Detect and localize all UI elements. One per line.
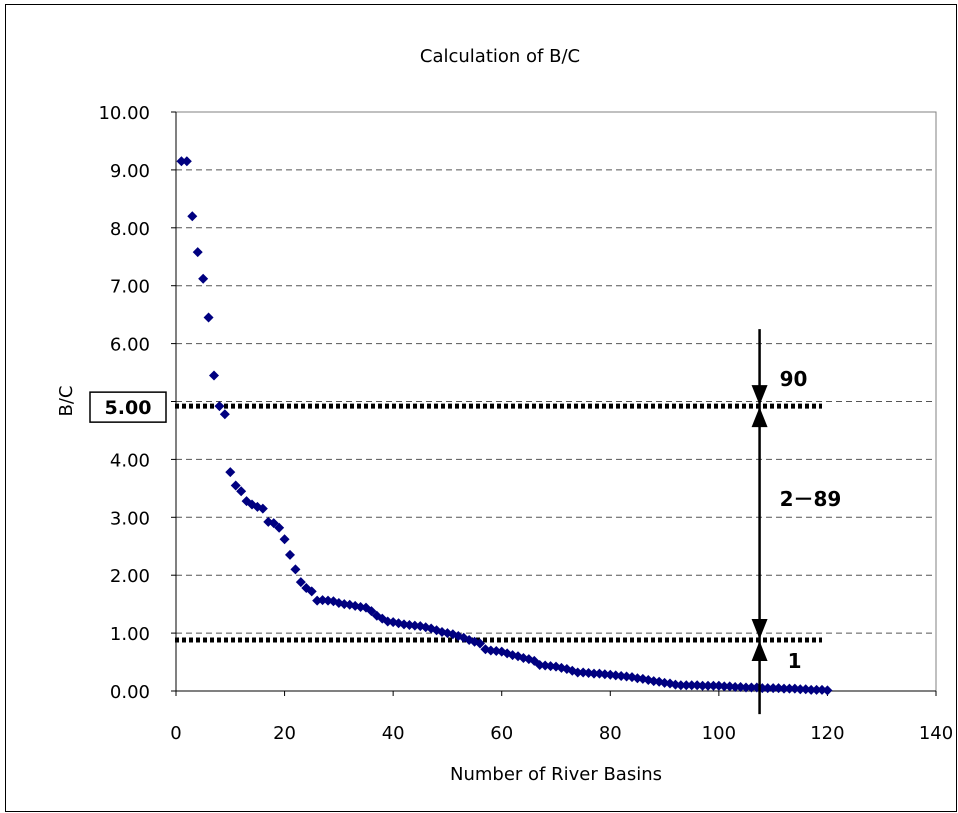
data-point: [572, 667, 583, 678]
y-tick-label: 1.00: [110, 624, 150, 645]
annotations: 90 2－89 1: [751, 329, 842, 715]
data-point: [192, 247, 203, 258]
arrowhead-up-to-1: [751, 641, 768, 662]
data-point: [198, 273, 209, 284]
data-point: [730, 681, 741, 692]
data-point: [306, 586, 317, 597]
x-tick-label: 100: [702, 723, 736, 744]
data-point: [741, 682, 751, 693]
arrowhead-up-to-5: [751, 407, 768, 428]
y-tick-label: 0.00: [110, 682, 150, 703]
data-point: [806, 684, 817, 695]
y-tick-label: 7.00: [110, 277, 150, 298]
data-point: [779, 683, 789, 694]
data-point: [475, 638, 485, 649]
y-axis-title: B/C: [56, 386, 77, 417]
data-point: [686, 680, 697, 691]
arrowhead-down-to-1: [751, 619, 768, 640]
data-point: [181, 156, 192, 167]
data-point: [285, 549, 295, 560]
x-axis-title: Number of River Basins: [450, 764, 662, 785]
data-point: [366, 606, 377, 617]
data-point: [708, 680, 719, 691]
data-point: [822, 685, 833, 696]
annotation-label: 2－89: [780, 487, 842, 511]
data-point: [746, 682, 757, 693]
data-point: [589, 668, 599, 679]
data-point: [187, 211, 198, 222]
y-tick-label: 2.00: [110, 566, 150, 587]
data-point: [681, 680, 692, 691]
threshold-label-box: [89, 391, 167, 423]
annotation-label: 1: [788, 649, 802, 673]
x-tick-label: 20: [273, 723, 296, 744]
arrowhead-down-to-5: [751, 385, 768, 406]
y-tick-label: 9.00: [110, 161, 150, 182]
data-point: [225, 467, 236, 478]
data-point: [268, 518, 279, 529]
annotation-label: 90: [780, 367, 808, 391]
data-point: [719, 681, 730, 692]
data-point: [784, 683, 795, 694]
x-tick-label: 0: [170, 723, 181, 744]
y-tick-label: 10.00: [98, 103, 150, 124]
x-tick-label: 60: [490, 723, 513, 744]
data-point: [703, 680, 713, 691]
data-point: [762, 683, 773, 694]
data-point: [295, 577, 306, 588]
y-tick-label: 4.00: [110, 450, 150, 471]
data-point: [236, 486, 247, 497]
data-point: [502, 648, 513, 659]
chart-title: Calculation of B/C: [420, 46, 580, 67]
data-point: [811, 684, 822, 695]
data-point: [219, 409, 230, 420]
x-tick-label: 120: [810, 723, 844, 744]
data-point: [203, 312, 214, 323]
data-point: [697, 680, 708, 691]
data-point: [274, 522, 285, 533]
y-tick-label: 8.00: [110, 219, 150, 240]
data-point: [214, 401, 225, 412]
gridlines: [176, 169, 936, 634]
x-tick-label: 40: [382, 723, 405, 744]
data-point: [768, 683, 779, 694]
x-tick-label: 140: [919, 723, 953, 744]
threshold-lines: 5.00: [89, 391, 822, 643]
data-point: [257, 503, 268, 514]
y-tick-label: 3.00: [110, 508, 150, 529]
threshold-label: 5.00: [105, 397, 152, 419]
data-point: [290, 564, 301, 575]
data-points: [176, 156, 833, 696]
data-point: [795, 684, 806, 695]
data-point: [279, 534, 290, 545]
x-tick-label: 80: [599, 723, 622, 744]
data-point: [176, 156, 187, 167]
data-point: [209, 370, 219, 381]
data-point: [675, 680, 686, 691]
y-tick-label: 6.00: [110, 335, 150, 356]
data-point: [230, 480, 241, 491]
